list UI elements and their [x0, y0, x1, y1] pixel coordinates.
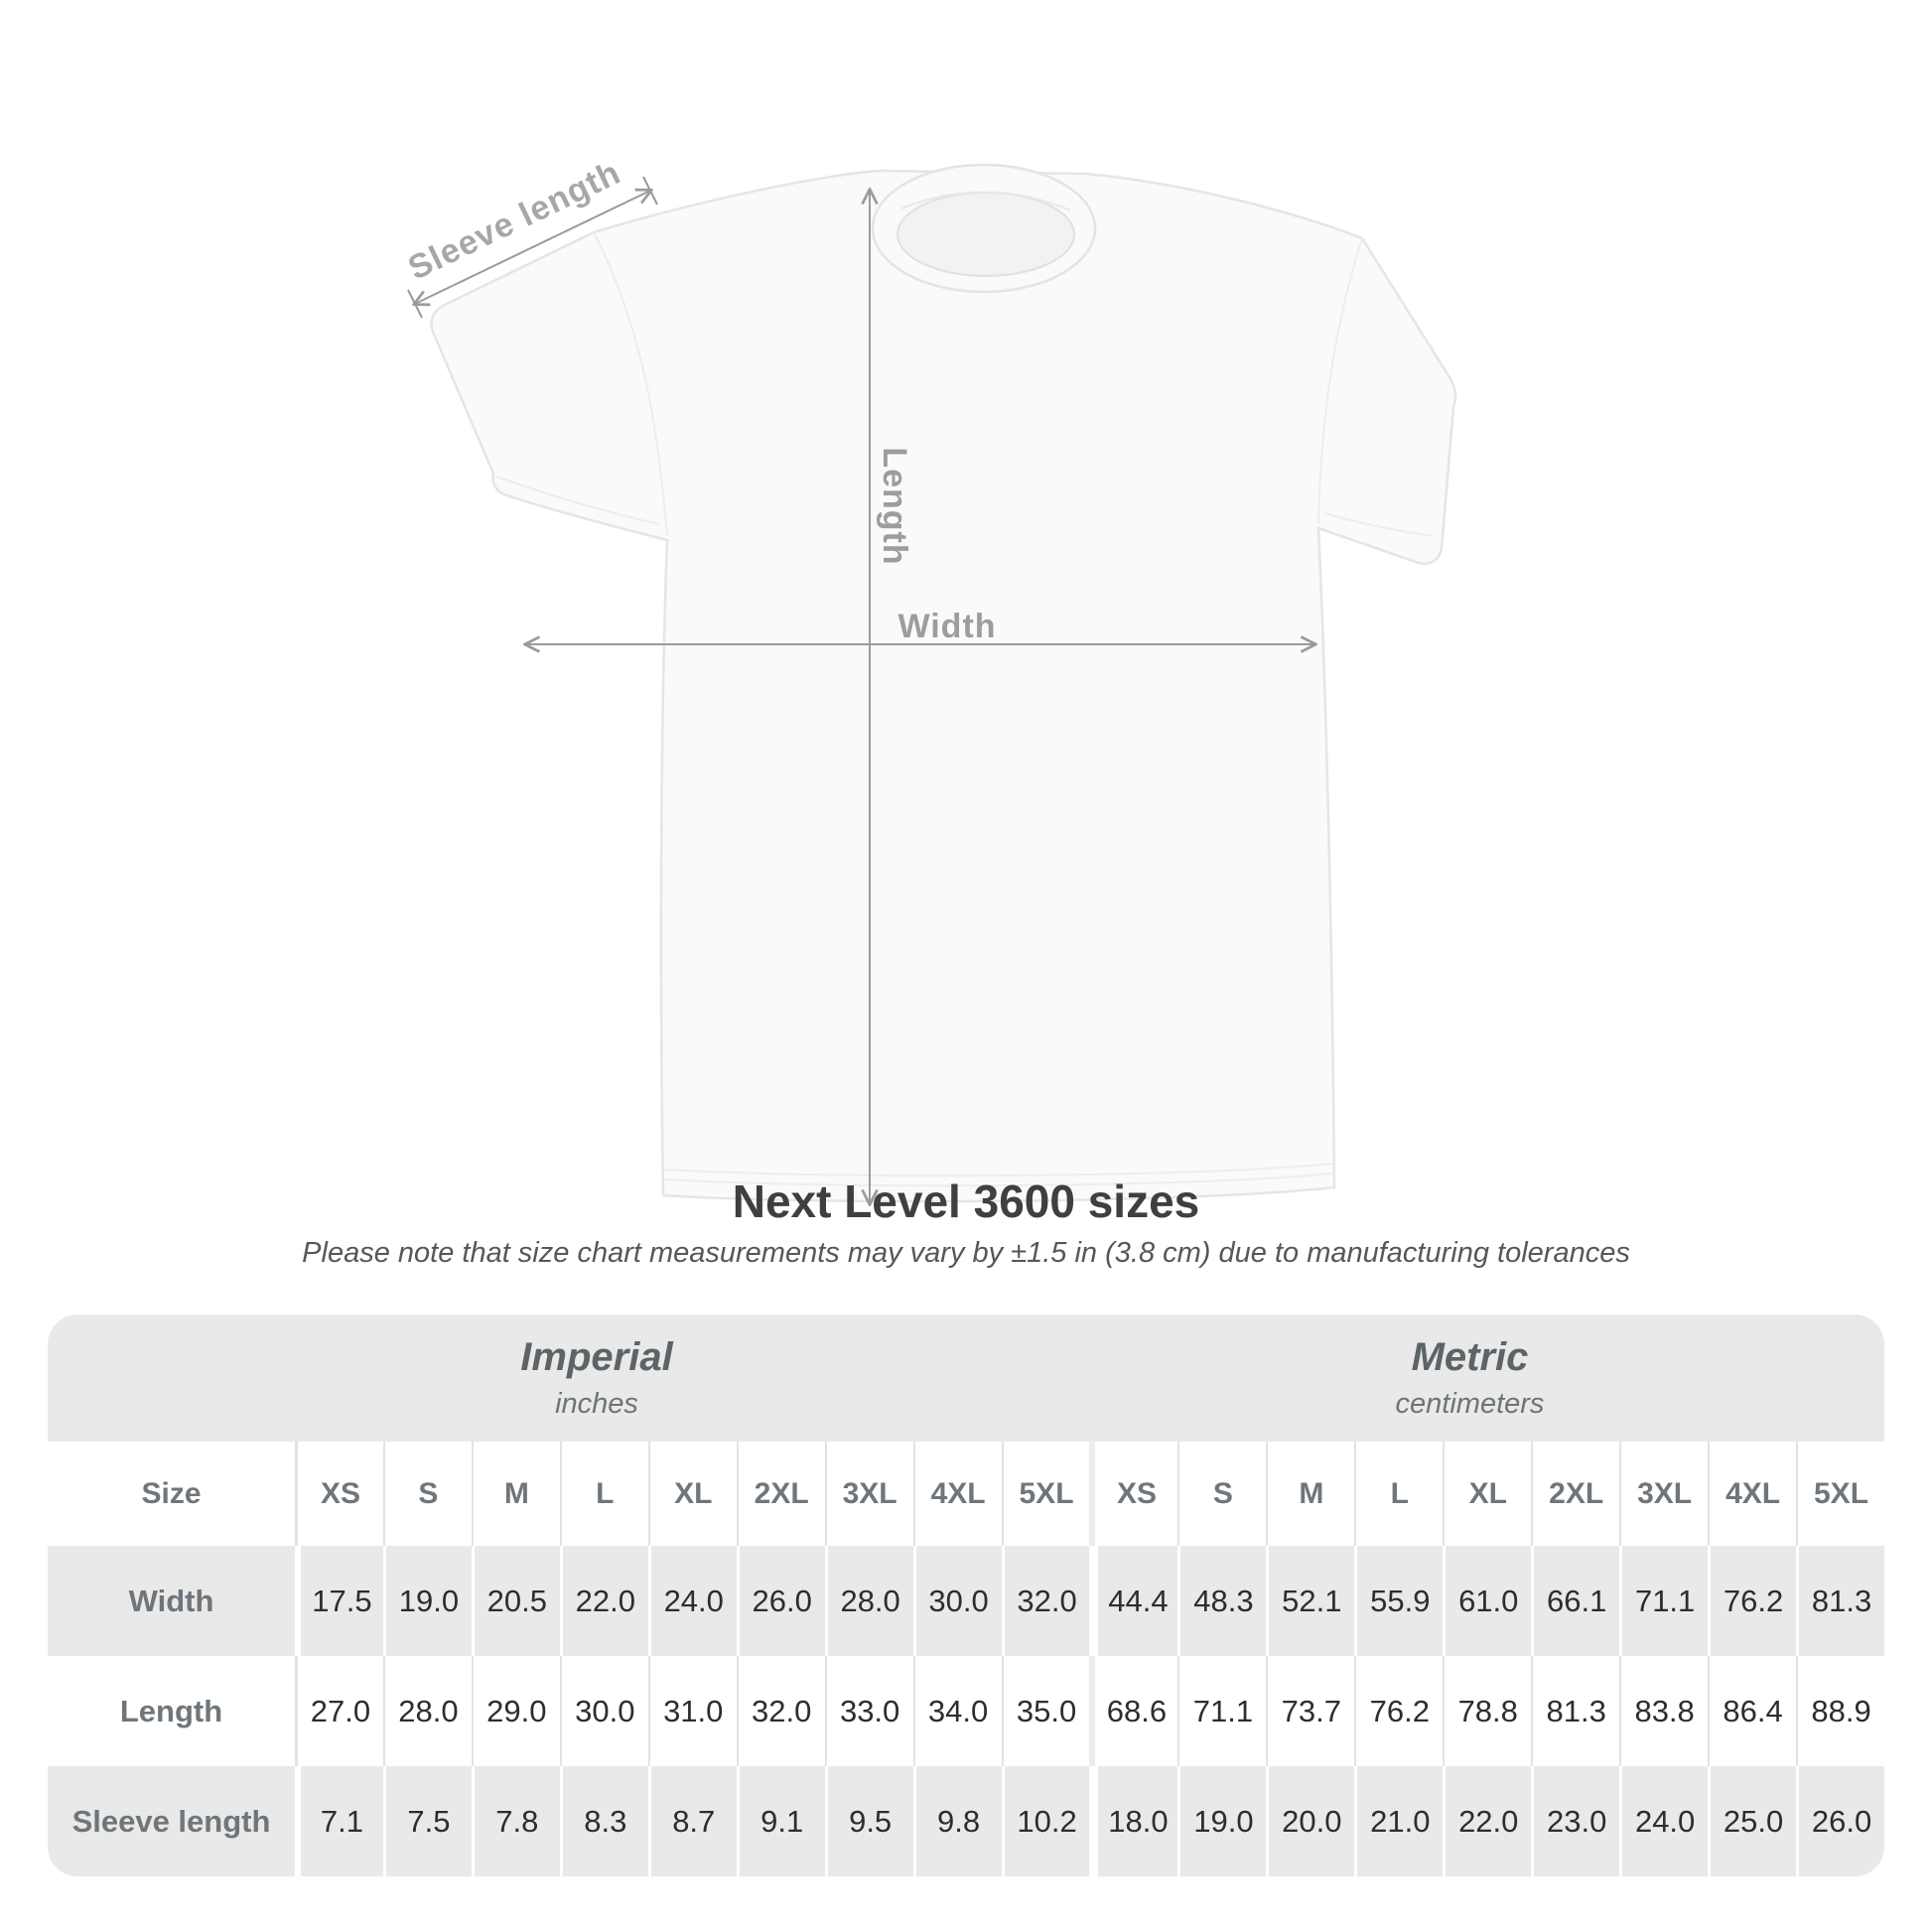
table-cell: 71.1	[1177, 1656, 1266, 1766]
size-header-cell: L	[559, 1442, 648, 1546]
table-cell: 23.0	[1531, 1766, 1619, 1876]
row-label: Sleeve length	[71, 1803, 271, 1839]
table-cell: 68.6	[1089, 1656, 1177, 1766]
row-label: Width	[128, 1583, 214, 1618]
size-header-cell: XS	[1089, 1442, 1177, 1546]
size-header-cell: 2XL	[1531, 1442, 1619, 1546]
table-cell: 9.5	[824, 1766, 913, 1876]
table-cell: 66.1	[1531, 1546, 1619, 1656]
size-header-cell: 4XL	[1708, 1442, 1796, 1546]
tshirt-svg: Sleeve length Length Width	[402, 154, 1457, 1271]
table-cell: 20.5	[471, 1546, 560, 1656]
imperial-unit-label: inches	[555, 1388, 638, 1420]
table-cell: 76.2	[1708, 1546, 1796, 1656]
table-cell: 25.0	[1708, 1766, 1796, 1876]
table-row-length: Length 27.0 28.0 29.0 30.0 31.0 32.0 33.…	[48, 1656, 1884, 1766]
size-header-cell: S	[382, 1442, 472, 1546]
units-header-row: Imperial inches Metric centimeters	[48, 1314, 1884, 1442]
size-corner-label: Size	[141, 1476, 202, 1510]
table-cell: 61.0	[1443, 1546, 1531, 1656]
table-cell: 76.2	[1354, 1656, 1443, 1766]
table-cell: 7.8	[471, 1766, 560, 1876]
table-cell: 30.0	[912, 1546, 1002, 1656]
table-cell: 8.3	[559, 1766, 648, 1876]
table-cell: 33.0	[824, 1656, 913, 1766]
table-cell: 8.7	[647, 1766, 737, 1876]
table-cell: 86.4	[1708, 1656, 1796, 1766]
table-cell: 31.0	[647, 1656, 737, 1766]
length-label: Length	[876, 447, 913, 565]
table-cell: 7.1	[295, 1766, 383, 1876]
table-cell: 35.0	[1001, 1656, 1090, 1766]
table-cell: 83.8	[1619, 1656, 1708, 1766]
table-cell: 78.8	[1443, 1656, 1531, 1766]
table-cell: 81.3	[1531, 1656, 1619, 1766]
metric-label: Metric	[1411, 1335, 1529, 1379]
table-cell: 26.0	[1796, 1766, 1884, 1876]
table-cell: 21.0	[1354, 1766, 1443, 1876]
tshirt-seams	[495, 231, 1435, 1187]
table-cell: 22.0	[559, 1546, 648, 1656]
table-cell: 24.0	[647, 1546, 737, 1656]
size-header-cell: 5XL	[1796, 1442, 1884, 1546]
size-header-cell: 5XL	[1001, 1442, 1090, 1546]
size-header-cell: XL	[1443, 1442, 1531, 1546]
size-header-cell: XS	[295, 1442, 383, 1546]
table-cell: 71.1	[1619, 1546, 1708, 1656]
size-header-row: Size XS S M L XL 2XL 3XL 4XL 5XL XS S M …	[48, 1442, 1884, 1546]
table-cell: 44.4	[1089, 1546, 1177, 1656]
tshirt-body	[430, 169, 1457, 1203]
page-subtitle: Please note that size chart measurements…	[302, 1237, 1630, 1269]
size-header-cell: 4XL	[912, 1442, 1002, 1546]
size-header-cell: L	[1354, 1442, 1443, 1546]
metric-header: Metric centimeters	[1072, 1314, 1867, 1442]
imperial-header: Imperial inches	[200, 1314, 994, 1442]
table-cell: 32.0	[1001, 1546, 1090, 1656]
table-row-sleeve-length: Sleeve length 7.1 7.5 7.8 8.3 8.7 9.1 9.…	[48, 1766, 1884, 1876]
table-cell: 28.0	[382, 1656, 472, 1766]
tshirt-collar	[871, 163, 1097, 294]
table-cell: 19.0	[382, 1546, 472, 1656]
table-cell: 9.1	[736, 1766, 825, 1876]
size-header-cell: XL	[647, 1442, 737, 1546]
table-cell: 55.9	[1354, 1546, 1443, 1656]
row-label: Length	[119, 1693, 223, 1728]
table-cell: 48.3	[1177, 1546, 1266, 1656]
imperial-label: Imperial	[520, 1335, 673, 1379]
table-row-width: Width 17.5 19.0 20.5 22.0 24.0 26.0 28.0…	[48, 1546, 1884, 1656]
table-cell: 17.5	[295, 1546, 383, 1656]
table-cell: 22.0	[1443, 1766, 1531, 1876]
size-header-cell: M	[1266, 1442, 1354, 1546]
table-cell: 29.0	[471, 1656, 560, 1766]
table-cell: 20.0	[1266, 1766, 1354, 1876]
page-title: Next Level 3600 sizes	[732, 1175, 1200, 1227]
size-header-cell: 3XL	[824, 1442, 913, 1546]
size-header-cell: 2XL	[736, 1442, 825, 1546]
table-cell: 7.5	[382, 1766, 472, 1876]
size-table: Imperial inches Metric centimeters Size …	[48, 1314, 1884, 1876]
table-cell: 30.0	[559, 1656, 648, 1766]
table-cell: 52.1	[1266, 1546, 1354, 1656]
size-header-cell: 3XL	[1619, 1442, 1708, 1546]
table-cell: 88.9	[1796, 1656, 1884, 1766]
table-cell: 81.3	[1796, 1546, 1884, 1656]
table-cell: 28.0	[824, 1546, 913, 1656]
metric-unit-label: centimeters	[1395, 1388, 1545, 1420]
table-cell: 34.0	[912, 1656, 1002, 1766]
size-header-cell: S	[1177, 1442, 1266, 1546]
table-cell: 18.0	[1089, 1766, 1177, 1876]
sleeve-length-arrow	[407, 176, 658, 319]
size-header-cell: M	[471, 1442, 560, 1546]
table-cell: 19.0	[1177, 1766, 1266, 1876]
table-cell: 24.0	[1619, 1766, 1708, 1876]
tshirt-measurement-diagram: Sleeve length Length Width	[402, 154, 1457, 1271]
table-cell: 9.8	[912, 1766, 1002, 1876]
width-label: Width	[897, 608, 996, 645]
table-cell: 73.7	[1266, 1656, 1354, 1766]
table-cell: 26.0	[736, 1546, 825, 1656]
table-cell: 32.0	[736, 1656, 825, 1766]
table-cell: 27.0	[295, 1656, 383, 1766]
table-cell: 10.2	[1001, 1766, 1090, 1876]
